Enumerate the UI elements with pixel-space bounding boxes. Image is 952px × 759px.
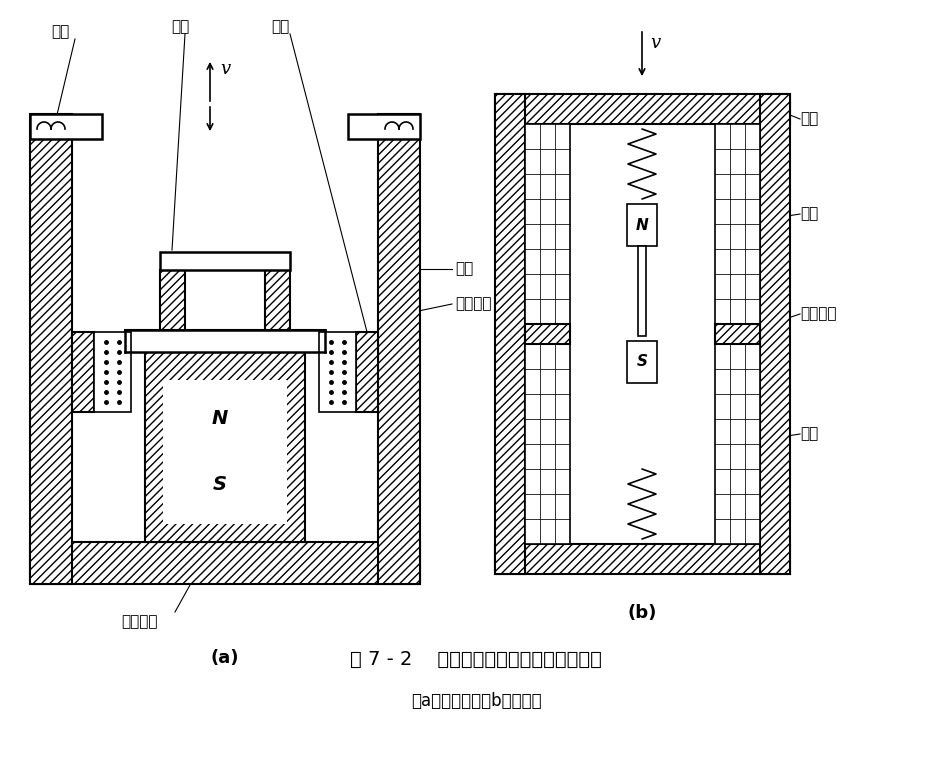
Bar xyxy=(160,252,289,270)
Bar xyxy=(72,114,378,542)
Text: (b): (b) xyxy=(626,604,656,622)
Bar xyxy=(525,324,569,344)
Bar xyxy=(494,94,789,124)
Bar xyxy=(759,94,789,574)
Bar xyxy=(714,324,759,344)
Text: S: S xyxy=(636,354,646,370)
Bar xyxy=(714,124,759,324)
Bar xyxy=(378,114,420,584)
Text: N: N xyxy=(635,218,647,232)
Text: (a): (a) xyxy=(210,649,239,667)
Text: 弹簧: 弹簧 xyxy=(50,24,69,39)
Bar xyxy=(185,330,265,352)
Text: 线圈: 线圈 xyxy=(270,19,288,34)
Bar xyxy=(125,330,325,352)
Text: N: N xyxy=(211,409,228,428)
Bar xyxy=(714,344,759,544)
Bar xyxy=(525,124,569,324)
Text: v: v xyxy=(649,34,660,52)
Text: 线圈: 线圈 xyxy=(799,206,818,222)
Text: 永久磁铁: 永久磁铁 xyxy=(122,614,158,629)
Bar xyxy=(160,270,185,330)
Bar xyxy=(525,344,569,544)
Bar xyxy=(125,330,185,352)
Bar xyxy=(30,114,102,139)
Text: （a）动圈式；（b）动铁式: （a）动圈式；（b）动铁式 xyxy=(410,692,541,710)
Bar xyxy=(163,380,287,524)
Text: 永久磁铁: 永久磁铁 xyxy=(799,307,836,322)
Bar xyxy=(319,332,356,412)
Text: v: v xyxy=(220,60,229,78)
Bar xyxy=(626,204,656,246)
Bar xyxy=(145,352,305,542)
Bar xyxy=(347,114,420,139)
Bar xyxy=(265,270,289,330)
Bar xyxy=(265,330,325,352)
Bar xyxy=(30,114,72,584)
Bar xyxy=(72,332,94,412)
Text: 补偿线圈: 补偿线圈 xyxy=(454,297,491,311)
Text: 极掌: 极掌 xyxy=(170,19,188,34)
Text: 磁轭: 磁轭 xyxy=(454,262,473,276)
Bar xyxy=(494,94,525,574)
Bar xyxy=(626,341,656,383)
Bar xyxy=(525,124,759,544)
Bar xyxy=(356,332,378,412)
Bar xyxy=(637,246,645,336)
Text: 图 7 - 2    恒磁通式磁电传感器结构原理图: 图 7 - 2 恒磁通式磁电传感器结构原理图 xyxy=(349,650,602,669)
Bar xyxy=(494,544,789,574)
Text: S: S xyxy=(213,475,227,495)
Bar xyxy=(94,332,130,412)
Text: 壳体: 壳体 xyxy=(799,112,818,127)
Bar xyxy=(30,542,420,584)
Text: 弹簧: 弹簧 xyxy=(799,427,818,442)
